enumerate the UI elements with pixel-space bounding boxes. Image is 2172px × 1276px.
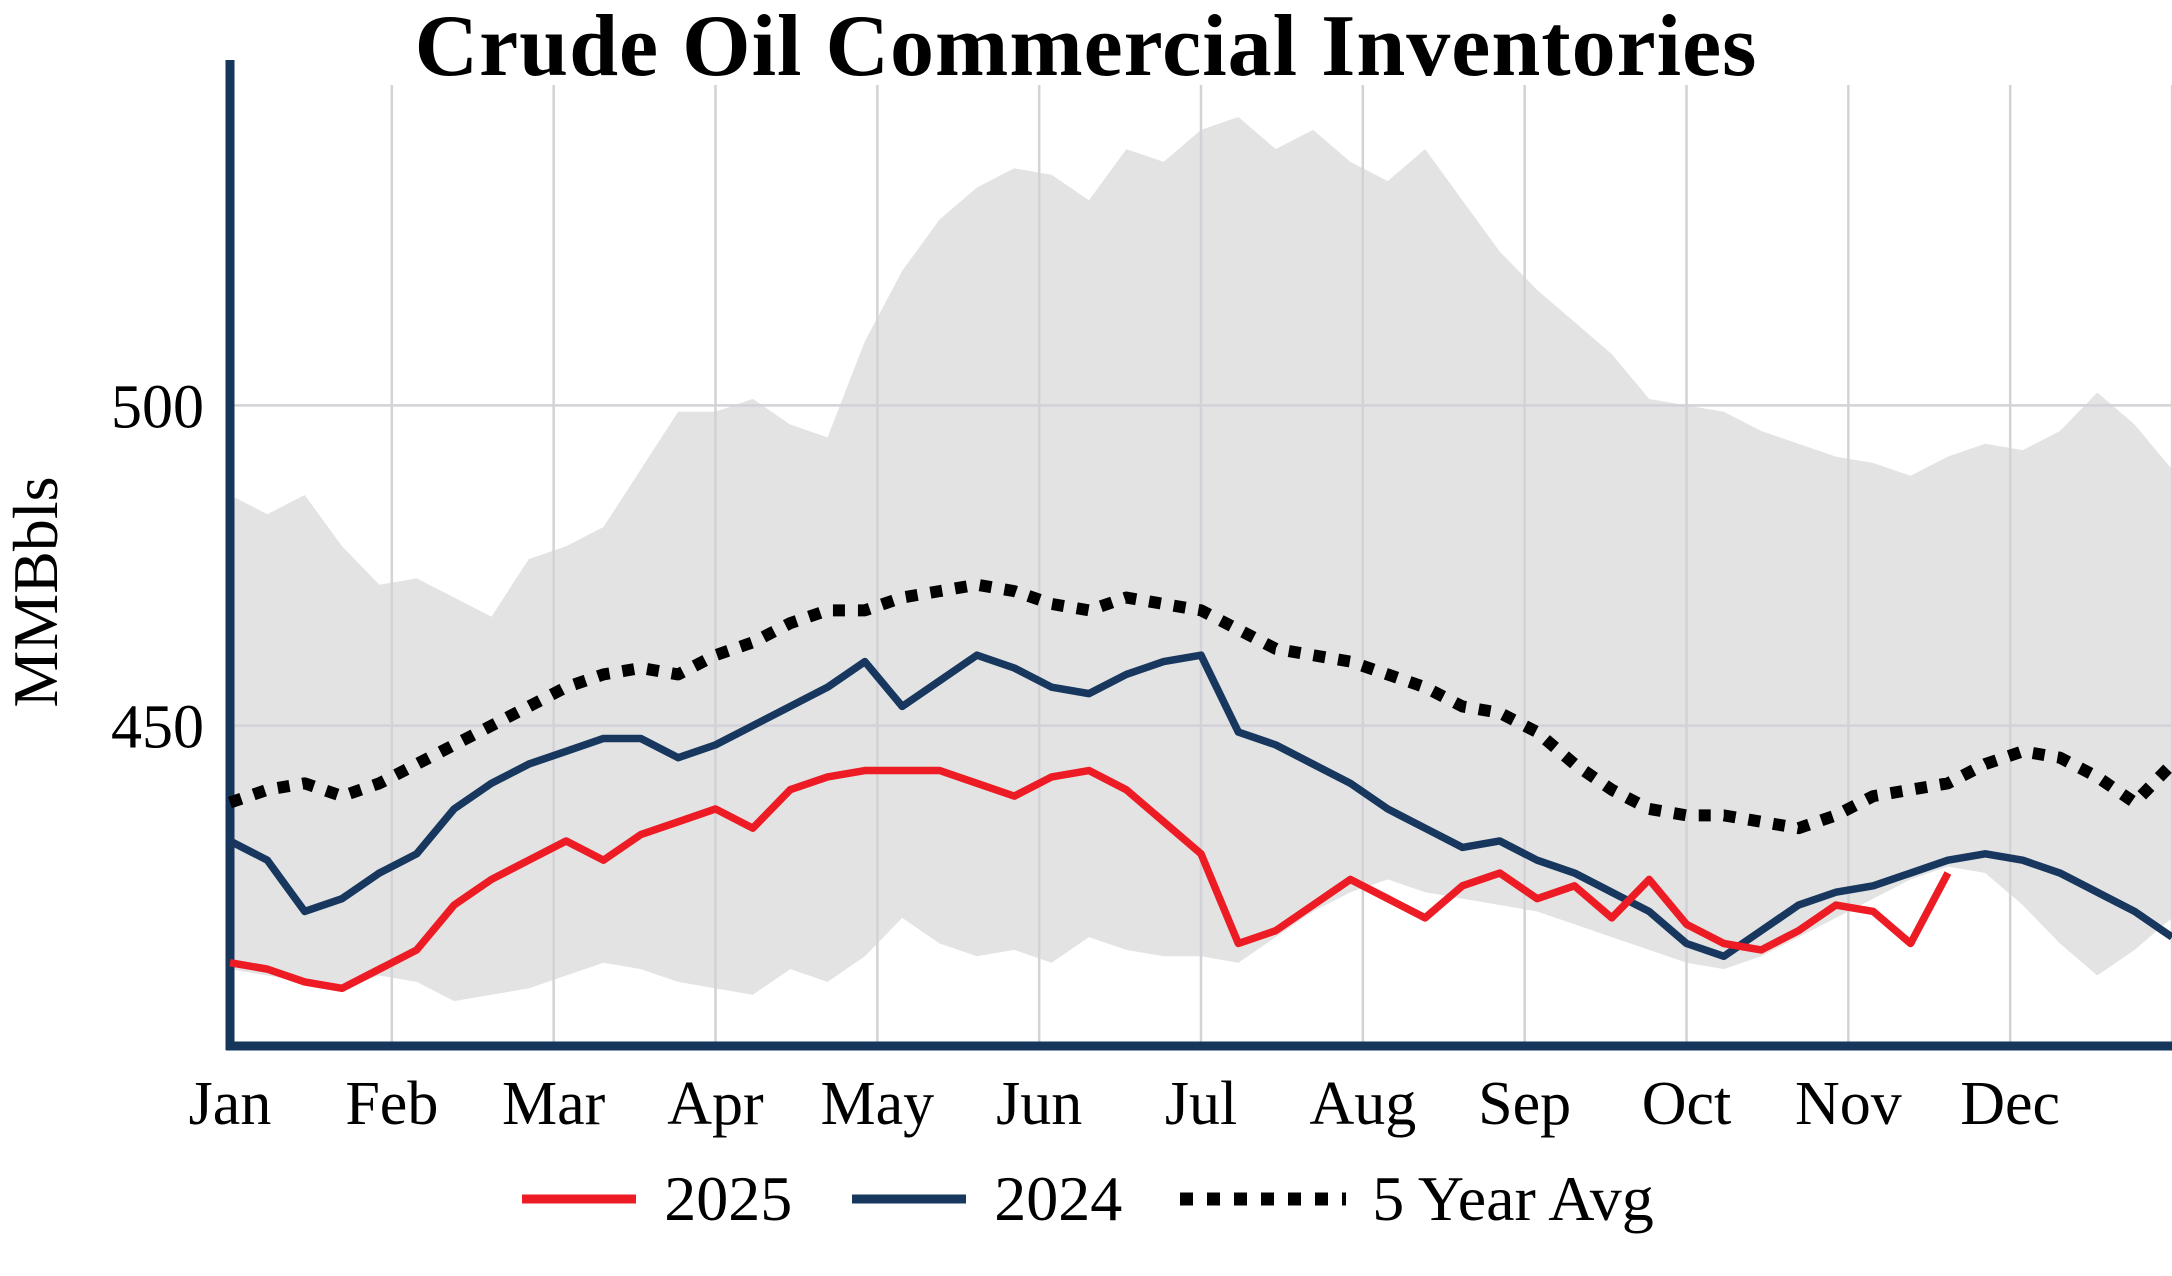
legend-label-2024: 2024 [994,1163,1123,1234]
x-tick-label-oct: Oct [1642,1070,1732,1138]
x-tick-label-mar: Mar [502,1070,606,1138]
x-tick-label-may: May [821,1070,935,1138]
chart-legend: 2025 2024 5 Year Avg [0,1162,2172,1236]
series-line-2025 [229,766,1952,993]
legend-item-5yr-avg: 5 Year Avg [1178,1162,1654,1236]
series-line-2024 [228,651,2172,961]
series-line-5-year-avg [228,578,2172,835]
x-tick-label-jan: Jan [189,1070,272,1138]
legend-dotted-line-icon [1180,1192,1347,1206]
chart-title: Crude Oil Commercial Inventories [414,0,1758,95]
x-tick-label-jul: Jul [1165,1070,1237,1138]
x-tick-label-sep: Sep [1478,1070,1571,1138]
legend-label-2025: 2025 [664,1163,793,1234]
y-axis-label: MMBbls [0,476,71,708]
x-tick-label-dec: Dec [1960,1070,2060,1138]
x-tick-label-apr: Apr [667,1070,764,1138]
legend-item-2024: 2024 [848,1162,1122,1236]
x-tick-label-aug: Aug [1309,1070,1416,1138]
legend-label-5yr-avg: 5 Year Avg [1372,1163,1654,1234]
x-tick-label-nov: Nov [1795,1070,1902,1138]
x-tick-label-feb: Feb [345,1070,438,1138]
legend-item-2025: 2025 [518,1162,792,1236]
y-tick-label: 500 [111,373,204,441]
legend-line-2025-icon [522,1194,637,1204]
x-tick-label-jun: Jun [996,1070,1082,1138]
legend-line-2024-icon [852,1194,967,1204]
y-tick-label: 450 [111,694,204,762]
